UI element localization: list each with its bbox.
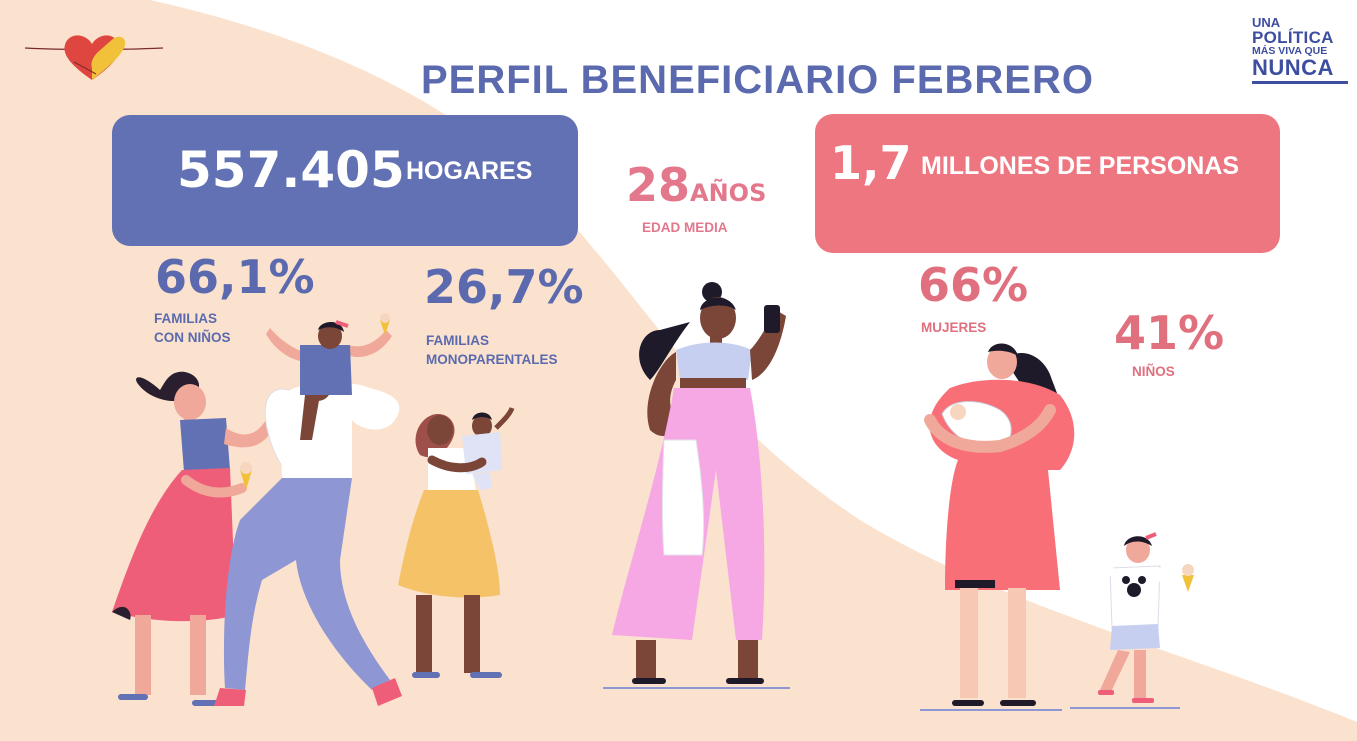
logo-line-2: POLÍTICA <box>1252 28 1334 47</box>
single-mother-illustration <box>398 407 515 678</box>
women-label: MUJERES <box>921 320 987 335</box>
age-label: EDAD MEDIA <box>642 220 728 235</box>
average-age: 28AÑOS <box>626 158 766 212</box>
children-value: 41% <box>1114 306 1225 360</box>
mother-holding-baby-illustration <box>920 343 1075 711</box>
woman-pink-dress-illustration <box>112 371 280 706</box>
families-children-label-line2: CON NIÑOS <box>154 330 231 345</box>
people-value: 1,7 <box>830 136 912 190</box>
families-children-value: 66,1% <box>155 250 315 304</box>
single-parent-label: FAMILIAS MONOPARENTALES <box>426 331 558 369</box>
man-carrying-child-illustration <box>214 313 402 706</box>
campaign-logo: UNA POLÍTICA MÁS VIVA QUE NUNCA <box>1252 16 1350 84</box>
women-value: 66% <box>918 258 1029 312</box>
single-parent-label-line2: MONOPARENTALES <box>426 352 558 367</box>
households-label: HOGARES <box>406 157 533 185</box>
woman-with-phone-illustration <box>603 282 790 689</box>
households-box: 557.405 HOGARES <box>112 115 578 246</box>
logo-line-1: UNA <box>1252 15 1281 30</box>
families-children-label-line1: FAMILIAS <box>154 311 217 326</box>
logo-line-3: MÁS VIVA QUE <box>1252 45 1328 57</box>
households-value: 557.405 <box>177 141 405 199</box>
age-unit: AÑOS <box>690 179 767 207</box>
page-title: PERFIL BENEFICIARIO FEBRERO <box>421 58 1094 102</box>
logo-line-4: NUNCA <box>1252 54 1334 80</box>
logo-underline <box>1252 80 1348 84</box>
age-value: 28 <box>626 158 691 212</box>
people-box: 1,7 MILLONES DE PERSONAS <box>815 114 1280 253</box>
children-label: NIÑOS <box>1132 364 1175 379</box>
people-label: MILLONES DE PERSONAS <box>921 152 1240 180</box>
families-children-label: FAMILIAS CON NIÑOS <box>154 309 231 347</box>
single-parent-label-line1: FAMILIAS <box>426 333 489 348</box>
child-illustration <box>1065 532 1195 709</box>
heart-hands-icon <box>24 35 164 80</box>
single-parent-value: 26,7% <box>424 260 584 314</box>
